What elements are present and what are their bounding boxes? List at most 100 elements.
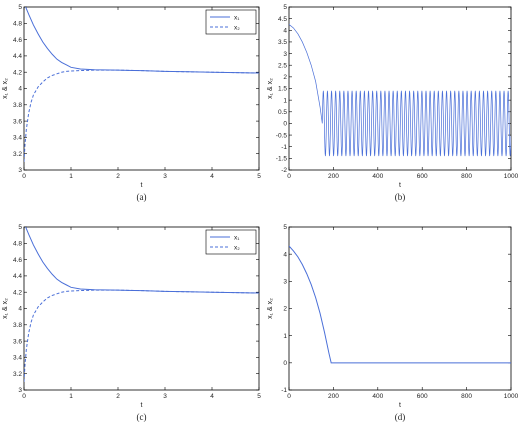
y-tick-label-b: 3 [283, 51, 287, 58]
legend-a: x₁ x₂ [205, 9, 257, 35]
x-tick-label-c: 5 [257, 393, 261, 400]
caption-a: (a) [137, 192, 147, 202]
y-tick-label-c: 4.4 [13, 273, 22, 280]
x-tick-label-b: 800 [461, 173, 472, 180]
y-tick-label-a: 3.4 [13, 135, 22, 142]
x-tick-label-d: 1000 [504, 393, 519, 400]
legend-label-a-2: x₂ [234, 24, 240, 31]
y-tick-label-a: 4.8 [13, 21, 22, 28]
y-tick-label-b: -0.5 [276, 132, 288, 139]
y-tick-label-a: 3.6 [13, 118, 22, 125]
x-tick-label-d: 400 [372, 393, 383, 400]
y-tick-label-d: 5 [283, 224, 287, 231]
x-tick-label-b: 0 [287, 173, 291, 180]
y-tick-label-b: -2 [281, 167, 287, 174]
y-axis-label-b: x₁ & x₂ [267, 78, 274, 99]
y-tick-label-a: 4 [18, 86, 22, 93]
y-tick-label-c: 5 [18, 224, 22, 231]
y-tick-label-b: -1 [281, 144, 287, 151]
x-tick-label-c: 3 [163, 393, 167, 400]
legend-box-a [205, 9, 257, 35]
x-axis-label-d: t [399, 402, 401, 409]
y-tick-label-b: 3.5 [278, 39, 287, 46]
y-tick-label-b: 0.5 [278, 109, 287, 116]
series-line-d-1 [289, 245, 511, 364]
y-tick-label-c: 4.2 [13, 289, 22, 296]
y-tick-label-b: 1 [283, 97, 287, 104]
caption-d: (d) [395, 412, 406, 422]
series-line-b-1 [289, 24, 511, 157]
x-tick-label-a: 2 [116, 173, 120, 180]
y-axis-label-d: x₁ & x₂ [267, 298, 274, 319]
x-axis-label-a: t [141, 182, 143, 189]
legend-c: x₁ x₂ [205, 229, 257, 255]
y-tick-label-a: 4.2 [13, 69, 22, 76]
y-tick-label-b: 2 [283, 74, 287, 81]
x-tick-label-d: 800 [461, 393, 472, 400]
plot-area-d [288, 226, 512, 391]
x-tick-label-b: 200 [328, 173, 339, 180]
y-tick-label-b: 4.5 [278, 16, 287, 23]
y-tick-label-d: 1 [283, 333, 287, 340]
y-tick-label-b: -1.5 [276, 156, 288, 163]
y-tick-label-d: 0 [283, 360, 287, 367]
x-tick-label-c: 1 [69, 393, 73, 400]
x-axis-label-b: t [399, 182, 401, 189]
y-tick-label-c: 3.4 [13, 355, 22, 362]
series-line-c-1 [25, 227, 259, 294]
x-tick-label-a: 5 [257, 173, 261, 180]
caption-b: (b) [395, 192, 406, 202]
x-axis-label-c: t [141, 402, 143, 409]
y-tick-label-a: 4.4 [13, 53, 22, 60]
series-line-a-2 [24, 69, 259, 162]
legend-label-c-1: x₁ [234, 234, 240, 241]
y-tick-label-a: 3.2 [13, 151, 22, 158]
y-tick-label-c: 3.8 [13, 322, 22, 329]
y-tick-label-d: 2 [283, 306, 287, 313]
y-tick-label-d: 4 [283, 251, 287, 258]
y-tick-label-b: 2.5 [278, 62, 287, 69]
y-tick-label-a: 3 [18, 167, 22, 174]
x-tick-label-a: 3 [163, 173, 167, 180]
y-tick-label-a: 5 [18, 4, 22, 11]
y-tick-label-d: 3 [283, 279, 287, 286]
x-tick-label-d: 0 [287, 393, 291, 400]
x-tick-label-d: 600 [417, 393, 428, 400]
y-tick-label-c: 3.6 [13, 338, 22, 345]
legend-label-c-2: x₂ [234, 244, 240, 251]
y-tick-label-b: 4 [283, 27, 287, 34]
x-tick-label-d: 200 [328, 393, 339, 400]
x-tick-label-a: 0 [22, 173, 26, 180]
y-tick-label-c: 4.6 [13, 257, 22, 264]
series-line-c-2 [24, 289, 259, 382]
series-line-a-1 [25, 7, 259, 74]
y-tick-label-c: 4.8 [13, 241, 22, 248]
panel-b: 0 200 400 600 800 1000 -2 -1.5 -1 -0.5 0 0.5 1 1.5 2 2.… [267, 4, 519, 202]
y-axis-label-a: x₁ & x₂ [2, 78, 9, 99]
x-tick-label-c: 2 [116, 393, 120, 400]
legend-label-a-1: x₁ [234, 14, 240, 21]
y-tick-label-a: 3.8 [13, 102, 22, 109]
y-tick-label-d: -1 [281, 387, 287, 394]
x-tick-label-b: 400 [372, 173, 383, 180]
y-tick-label-b: 1.5 [278, 86, 287, 93]
x-tick-label-a: 1 [69, 173, 73, 180]
y-tick-label-b: 5 [283, 4, 287, 11]
y-tick-label-a: 4.6 [13, 37, 22, 44]
x-tick-label-b: 1000 [504, 173, 519, 180]
legend-box-c [205, 229, 257, 255]
x-tick-label-a: 4 [210, 173, 214, 180]
panel-c: 0 1 2 3 4 5 3 3.2 3.4 3.6 3.8 4 4.2 4.4 4.6 4.8 5 t x₁ & x… [2, 224, 261, 422]
panel-a: 0 1 2 3 4 5 3 3.2 3.4 3.6 3.8 4 4.2 4.4 4.6 4.8 5 t x₁ & x… [2, 4, 261, 202]
x-tick-label-c: 4 [210, 393, 214, 400]
y-tick-label-c: 3.2 [13, 371, 22, 378]
x-tick-label-b: 600 [417, 173, 428, 180]
caption-c: (c) [137, 412, 147, 422]
y-axis-label-c: x₁ & x₂ [2, 298, 9, 319]
y-tick-label-b: 0 [283, 121, 287, 128]
y-tick-label-c: 3 [18, 387, 22, 394]
x-tick-label-c: 0 [22, 393, 26, 400]
y-tick-label-c: 4 [18, 306, 22, 313]
